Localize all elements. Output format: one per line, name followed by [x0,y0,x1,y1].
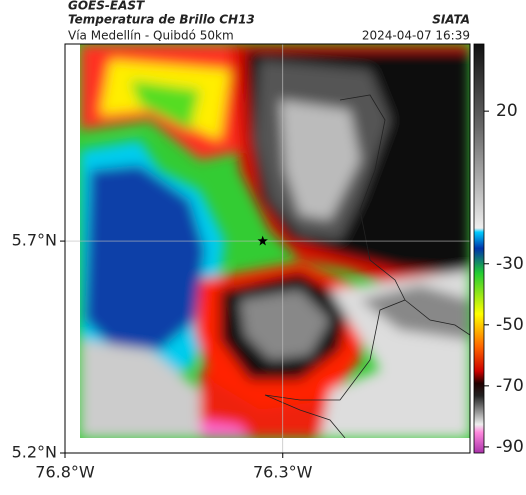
x-tick-label: 76.8°W [35,463,95,482]
x-tick-label: 76.3°W [253,463,313,482]
station-marker [257,235,268,246]
y-tick-label: 5.2°N [12,443,57,462]
org: GOES-EAST [68,0,145,13]
subtitle: Vía Medellín - Quibdó 50km [68,29,234,43]
colorbar-tick-label: -70 [496,376,524,396]
y-tick-label: 5.7°N [12,231,57,250]
colorbar-tick-label: 20 [496,101,518,121]
colorbar-tick-label: -90 [496,437,524,457]
border-line [404,299,470,336]
colorbar-tick-label: -30 [496,254,524,274]
colorbar-tick-label: -50 [496,315,524,335]
source: SIATA [432,13,470,27]
title: Temperatura de Brillo CH13 [68,13,255,27]
map-frame [64,43,471,454]
colorbar [473,43,485,454]
satellite-image [80,44,470,438]
timestamp: 2024-04-07 16:39 [362,29,470,43]
